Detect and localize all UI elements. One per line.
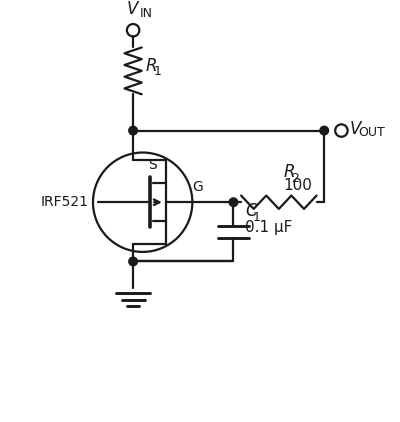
Circle shape bbox=[320, 126, 328, 135]
Text: 0.1 μF: 0.1 μF bbox=[245, 220, 292, 235]
Text: R: R bbox=[146, 57, 157, 75]
Text: V: V bbox=[126, 0, 138, 18]
Text: C: C bbox=[245, 203, 256, 220]
Circle shape bbox=[229, 198, 238, 206]
Text: 100: 100 bbox=[284, 178, 312, 193]
Text: G: G bbox=[192, 180, 202, 194]
Text: 1: 1 bbox=[153, 65, 161, 78]
Text: 2: 2 bbox=[291, 172, 299, 185]
Circle shape bbox=[129, 257, 138, 266]
Circle shape bbox=[129, 126, 138, 135]
Text: V: V bbox=[350, 120, 361, 138]
Text: S: S bbox=[148, 158, 156, 172]
Text: 1: 1 bbox=[252, 211, 260, 224]
Text: R: R bbox=[284, 163, 295, 181]
Text: OUT: OUT bbox=[359, 126, 385, 139]
Text: IN: IN bbox=[140, 7, 153, 20]
Text: IRF521: IRF521 bbox=[40, 195, 88, 209]
